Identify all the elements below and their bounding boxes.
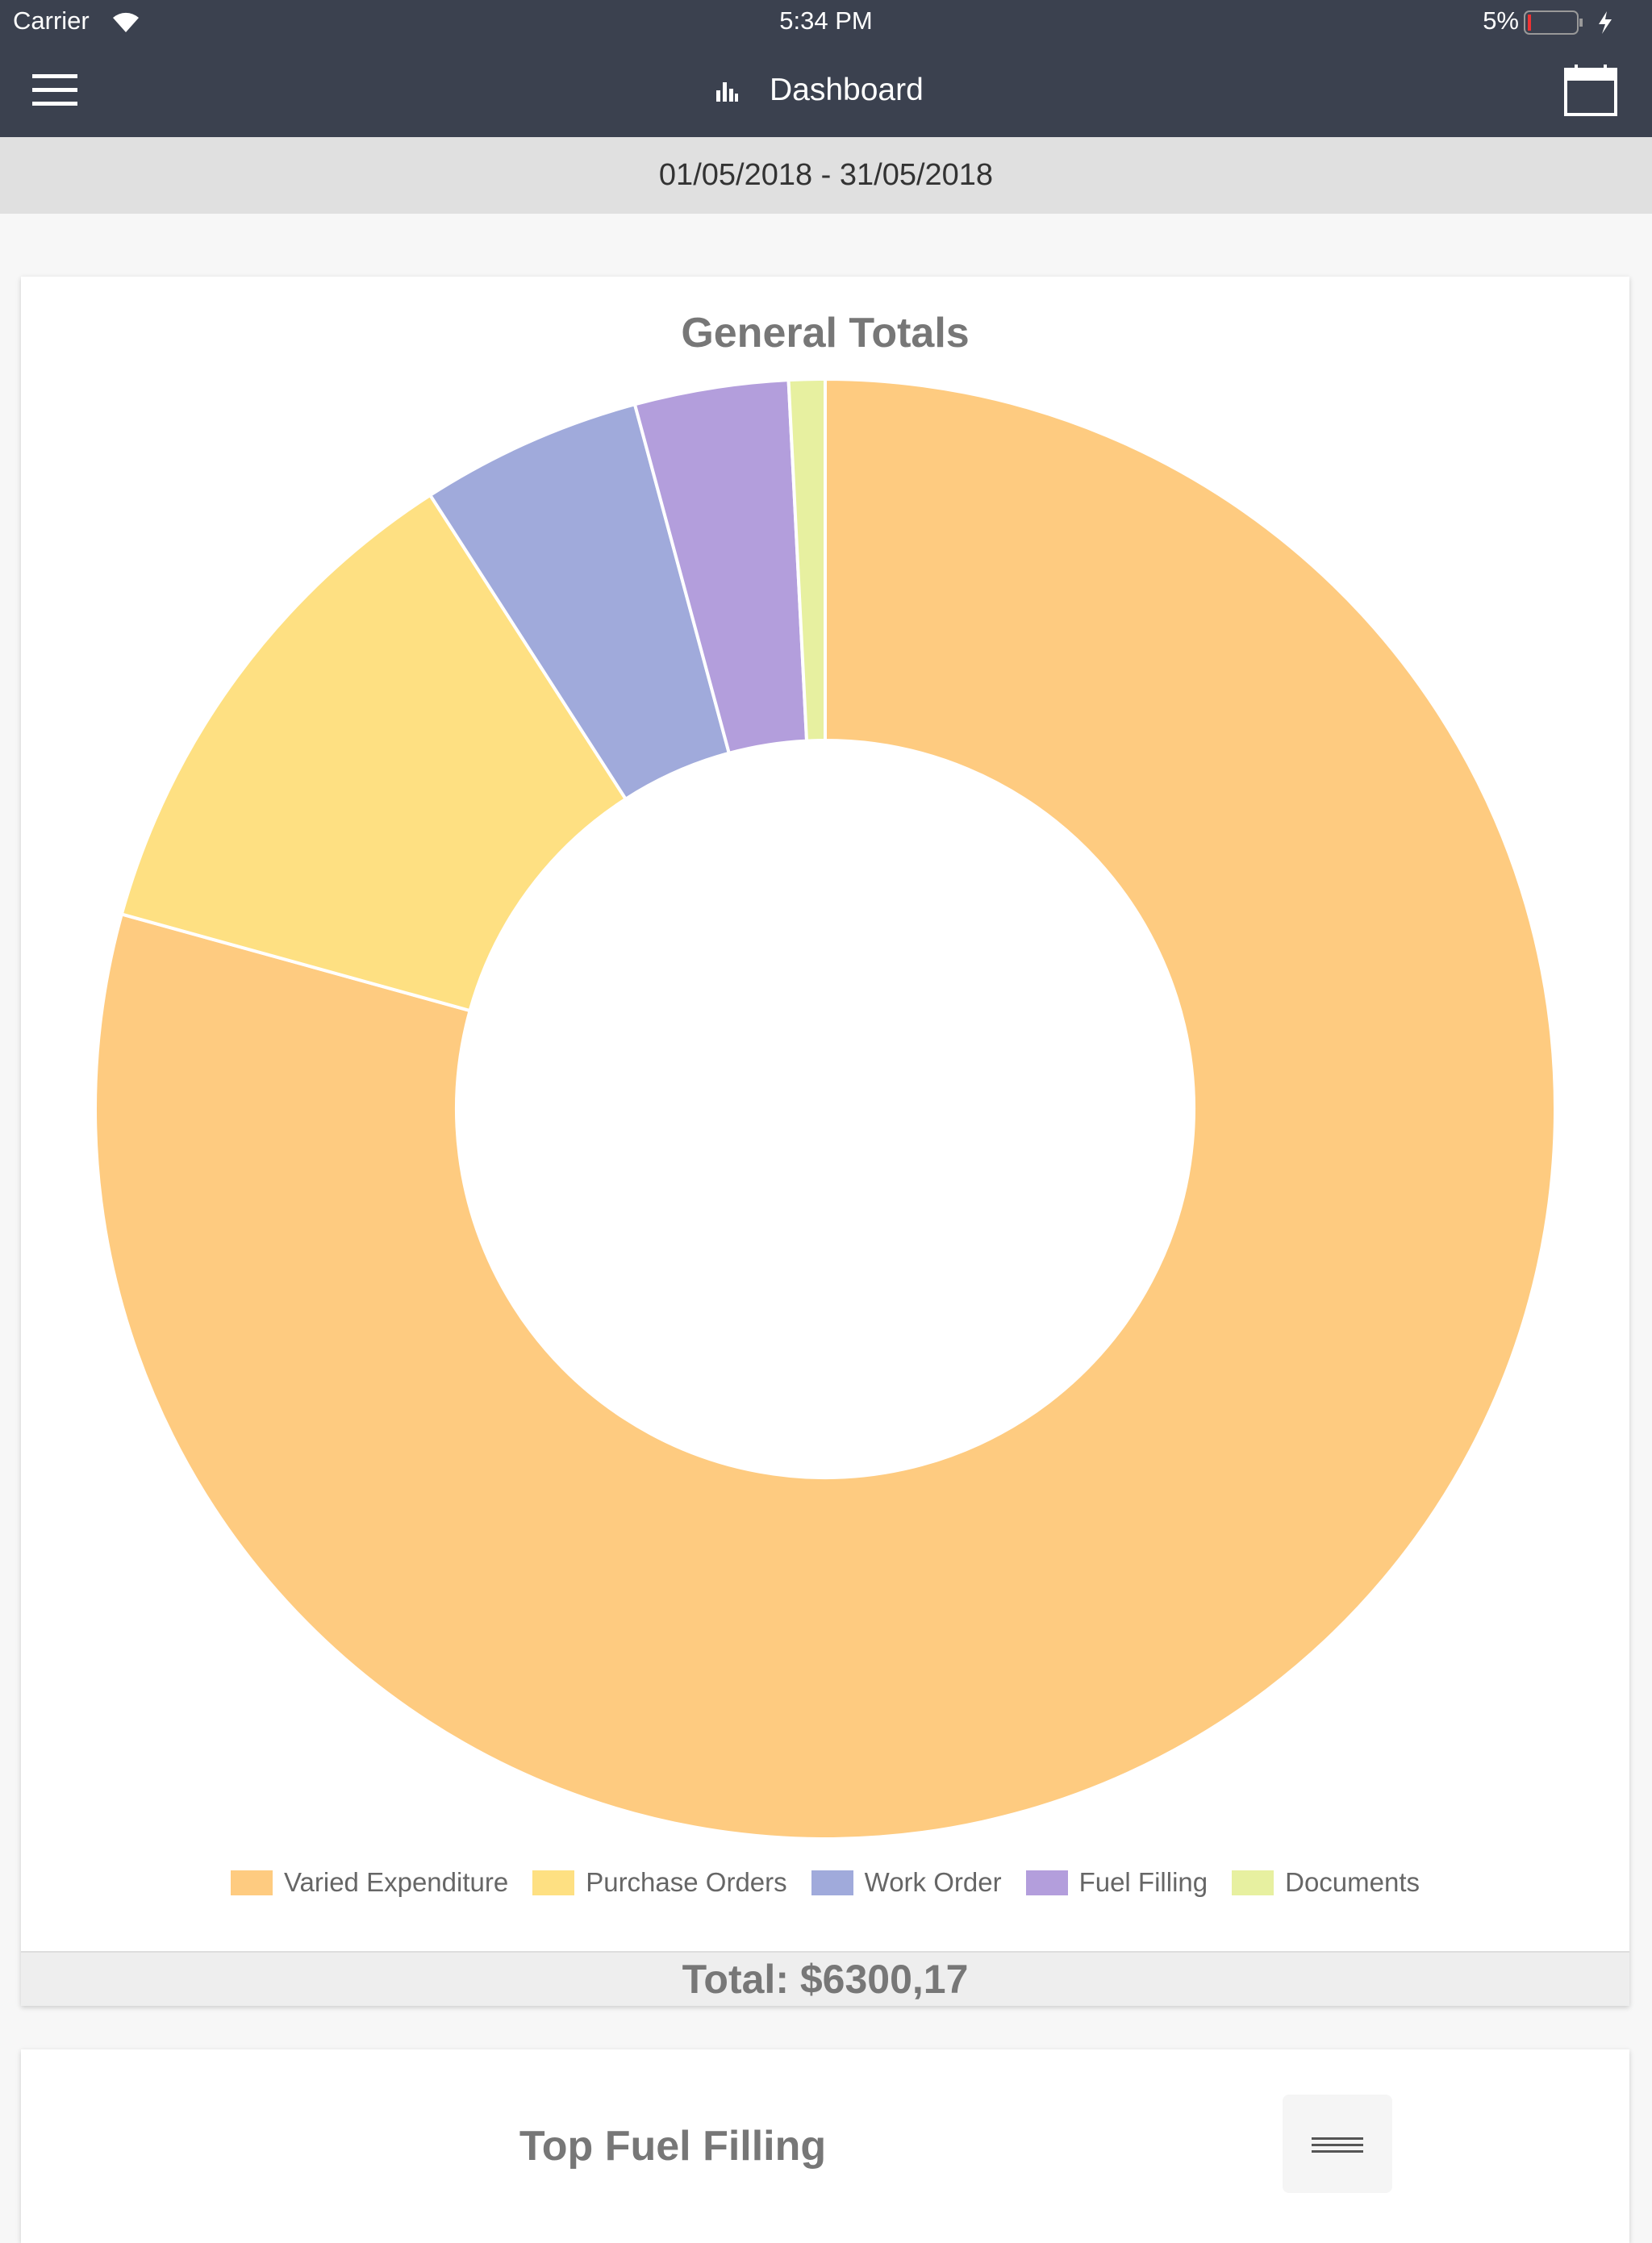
calendar-button[interactable]	[1563, 63, 1618, 118]
legend-item: Documents	[1232, 1867, 1420, 1898]
fuel-card: Top Fuel Filling	[21, 2049, 1629, 2243]
legend-item: Fuel Filling	[1025, 1867, 1208, 1898]
menu-icon	[1312, 2137, 1363, 2153]
slice	[786, 377, 827, 743]
card-title: Top Fuel Filling	[519, 2123, 827, 2170]
legend: Varied Expenditure Purchase Orders Work Or…	[21, 1867, 1629, 1898]
top-bar: Carrier 5:34 PM 5% Dashboard	[0, 0, 1652, 137]
legend-swatch	[230, 1870, 273, 1895]
menu-button[interactable]	[32, 73, 77, 108]
slice	[94, 377, 1557, 1841]
legend-label: Purchase Orders	[586, 1867, 787, 1897]
legend-item: Purchase Orders	[532, 1867, 787, 1898]
legend-swatch	[811, 1870, 853, 1895]
chart-icon	[716, 82, 738, 102]
chart	[94, 377, 1557, 1841]
battery-level: 5%	[1483, 6, 1519, 35]
clock: 5:34 PM	[779, 6, 873, 35]
chart-title: General Totals	[681, 310, 970, 356]
wifi-icon	[113, 12, 139, 32]
battery-icon	[1524, 10, 1612, 35]
legend-label: Work Order	[864, 1867, 1002, 1897]
nav-title: Dashboard	[770, 73, 924, 107]
legend-swatch	[1232, 1870, 1274, 1895]
carrier: Carrier	[13, 6, 90, 35]
legend-swatch	[532, 1870, 575, 1895]
legend-swatch	[1025, 1870, 1068, 1895]
legend-label: Documents	[1285, 1867, 1420, 1897]
legend-label: Varied Expenditure	[283, 1867, 509, 1897]
date-range[interactable]: 01/05/2018 - 31/05/2018	[0, 137, 1652, 214]
menu-button[interactable]	[1283, 2095, 1392, 2193]
legend-label: Fuel Filling	[1078, 1867, 1208, 1897]
legend-item: Varied Expenditure	[230, 1867, 509, 1898]
total: Total: $6300,17	[21, 1951, 1629, 2006]
slice	[119, 493, 628, 1013]
chart-card: General Totals Varied Expenditure Purchas…	[21, 277, 1629, 2006]
legend-item: Work Order	[811, 1867, 1002, 1898]
